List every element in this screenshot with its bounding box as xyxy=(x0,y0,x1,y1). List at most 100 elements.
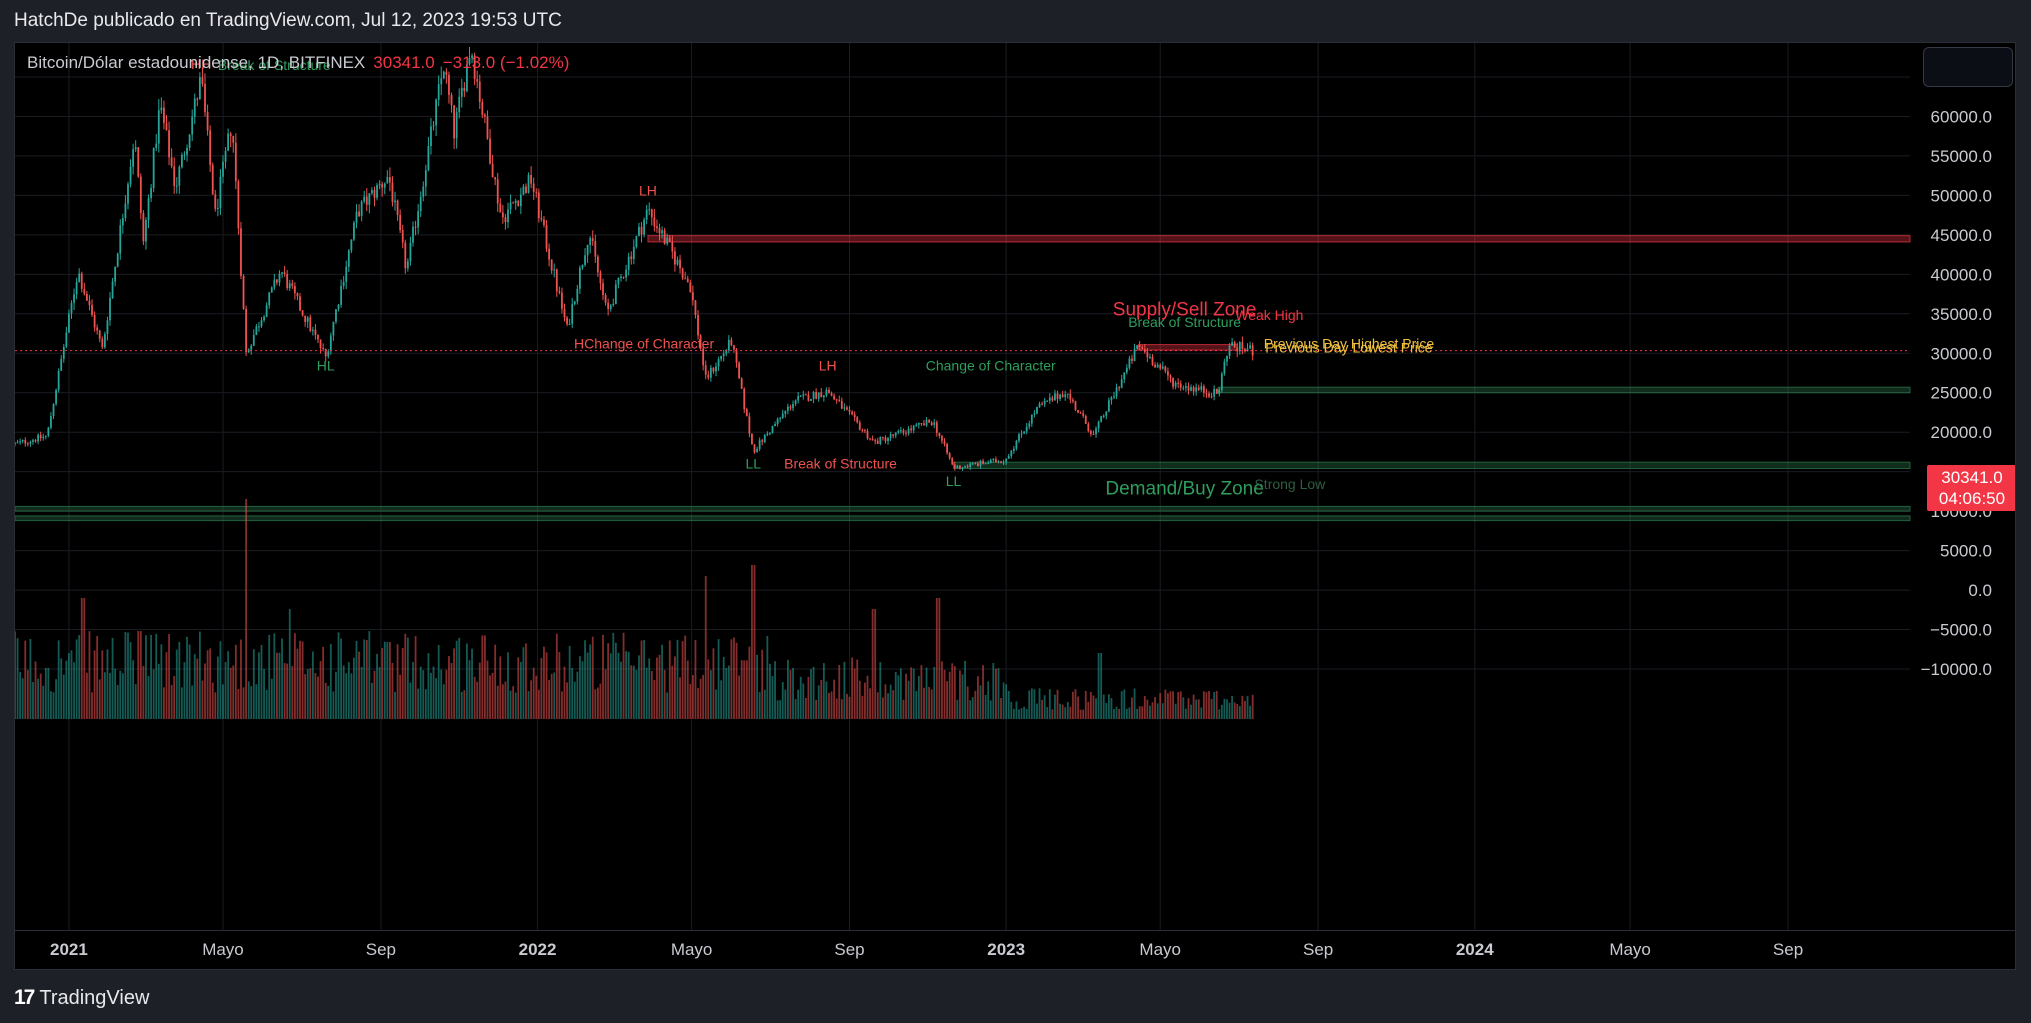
symbol-legend[interactable]: Bitcoin/Dólar estadounidense, 1D, BITFIN… xyxy=(27,53,569,73)
candle-up xyxy=(57,368,60,393)
candle-down xyxy=(1051,395,1054,402)
candle-body xyxy=(771,426,774,434)
candle-up xyxy=(1125,364,1128,375)
volume-bar xyxy=(476,681,479,719)
candle-up xyxy=(145,217,147,250)
candle-down xyxy=(928,418,931,423)
candle-body xyxy=(175,185,178,187)
volume-bar xyxy=(1082,709,1085,719)
volume-bar xyxy=(173,676,176,719)
candle-up xyxy=(509,194,512,215)
candle-down xyxy=(165,115,168,131)
volume-bar xyxy=(368,631,371,719)
candle-body xyxy=(594,240,597,257)
candle-down xyxy=(1138,341,1141,351)
volume-bar xyxy=(545,652,548,719)
candle-down xyxy=(1159,363,1162,371)
candle-body xyxy=(607,302,610,309)
volume-bar xyxy=(355,640,358,719)
volume-bar xyxy=(689,683,692,719)
volume-bar xyxy=(1141,706,1144,719)
candle-down xyxy=(864,428,866,434)
volume-bar xyxy=(183,662,186,719)
candle-body xyxy=(1087,423,1090,431)
candle-up xyxy=(1033,410,1036,418)
candle-body xyxy=(856,417,859,423)
candle-up xyxy=(887,437,889,445)
volume-bar xyxy=(964,660,966,719)
candle-body xyxy=(119,225,122,254)
candle-down xyxy=(869,437,871,441)
volume-bar xyxy=(820,679,823,719)
candle-body xyxy=(550,259,553,271)
candle-body xyxy=(704,365,707,375)
candle-body xyxy=(355,211,358,223)
candle-up xyxy=(103,331,106,349)
candle-up xyxy=(1020,430,1023,438)
volume-bar xyxy=(543,646,545,719)
candle-body xyxy=(150,188,152,199)
candle-body xyxy=(1179,383,1182,388)
volume-bar xyxy=(799,676,802,719)
candle-up xyxy=(29,440,32,447)
footer-branding[interactable]: 17 TradingView xyxy=(14,983,149,1013)
candle-up xyxy=(709,365,712,382)
volume-bar xyxy=(892,690,895,719)
volume-bar xyxy=(727,665,730,719)
volume-bar xyxy=(139,631,142,719)
candle-up xyxy=(127,181,129,210)
candle-down xyxy=(234,133,237,190)
candle-body xyxy=(720,355,723,360)
candle-down xyxy=(499,198,502,213)
chart-pane[interactable]: HH Break of Structure HL LH HChange of Chara… xyxy=(14,42,2016,970)
candle-down xyxy=(833,393,836,401)
candle-body xyxy=(1195,387,1198,392)
candle-body xyxy=(291,283,294,287)
volume-bar xyxy=(414,636,417,719)
volume-bar xyxy=(1046,707,1049,719)
candle-body xyxy=(255,326,258,336)
volume-bar xyxy=(116,684,119,719)
volume-bar xyxy=(304,674,307,719)
candle-body xyxy=(1107,400,1110,412)
candle-body xyxy=(581,264,584,268)
candle-body xyxy=(745,409,748,417)
candle-down xyxy=(504,214,507,230)
candle-body xyxy=(1102,415,1105,417)
volume-bar xyxy=(1033,689,1036,719)
candle-up xyxy=(42,433,45,441)
candle-up xyxy=(224,147,227,169)
price-tick-label: 50000.0 xyxy=(1931,186,1992,205)
volume-bar xyxy=(60,658,63,719)
candle-down xyxy=(815,388,818,400)
volume-bar xyxy=(265,689,268,719)
candle-body xyxy=(861,429,864,431)
candle-down xyxy=(948,452,951,460)
volume-bar xyxy=(930,689,933,719)
candle-up xyxy=(355,204,358,229)
volume-bar xyxy=(648,658,651,719)
candle-body xyxy=(971,463,974,465)
volume-bar xyxy=(178,641,181,719)
volume-bar xyxy=(1197,699,1200,719)
volume-bar xyxy=(406,637,409,719)
volume-bar xyxy=(450,662,453,719)
candle-body xyxy=(481,101,484,115)
volume-bar xyxy=(301,641,304,719)
candle-down xyxy=(548,243,550,267)
candle-up xyxy=(632,239,635,265)
candle-up xyxy=(78,268,81,283)
candle-up xyxy=(889,431,892,442)
volume-bar xyxy=(620,661,622,719)
volume-bar xyxy=(1095,698,1097,719)
candle-down xyxy=(291,279,294,289)
candle-down xyxy=(525,183,527,194)
candle-down xyxy=(941,434,943,444)
candle-down xyxy=(96,324,99,335)
chart-widget-button[interactable] xyxy=(1923,47,2013,87)
candle-body xyxy=(155,143,158,148)
candle-body xyxy=(555,269,558,292)
candle-up xyxy=(175,177,178,194)
candle-body xyxy=(530,174,533,184)
